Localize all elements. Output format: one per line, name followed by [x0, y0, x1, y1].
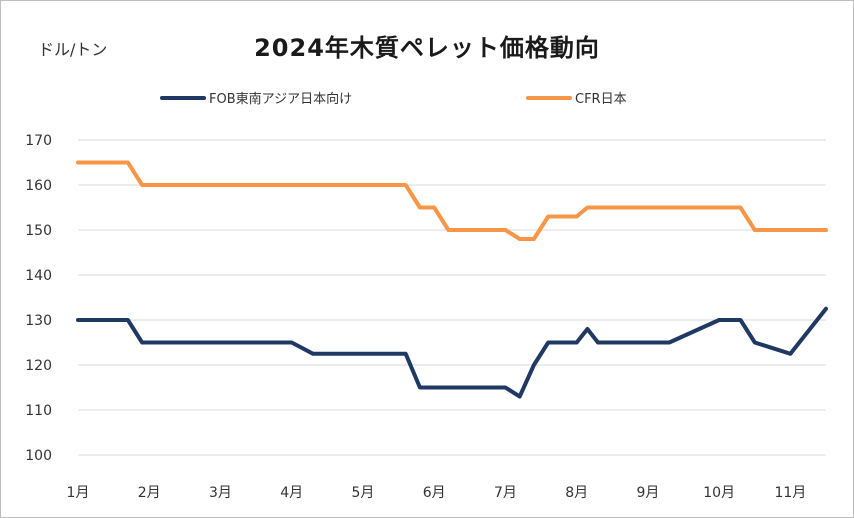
x-tick-label: 10月: [703, 485, 735, 501]
legend-label-cfr: CFR日本: [575, 92, 627, 107]
legend-item-fob: FOB東南アジア日本向け: [160, 88, 352, 107]
x-tick-label: 5月: [351, 485, 374, 501]
y-tick-label: 120: [25, 358, 52, 374]
legend-label-fob: FOB東南アジア日本向け: [209, 92, 353, 107]
legend-item-cfr: CFR日本: [526, 88, 627, 107]
legend-swatch-cfr: [526, 95, 572, 100]
x-tick-label: 4月: [280, 485, 303, 501]
y-tick-label: 110: [25, 403, 52, 419]
series-line-fob: [76, 306, 828, 399]
y-axis-unit-label: ドル/トン: [38, 40, 108, 59]
x-tick-label: 3月: [209, 485, 232, 501]
chart-title: 2024年木質ペレット価格動向: [254, 34, 600, 62]
y-tick-label: 160: [25, 178, 52, 194]
legend-swatch-fob: [160, 95, 206, 100]
y-tick-label: 150: [25, 223, 52, 239]
y-tick-label: 100: [25, 448, 52, 464]
y-tick-label: 140: [25, 268, 52, 284]
x-tick-label: 6月: [423, 485, 446, 501]
x-tick-label: 11月: [774, 485, 806, 501]
x-tick-label: 7月: [494, 485, 517, 501]
y-tick-label: 170: [25, 133, 52, 149]
x-tick-label: 9月: [636, 485, 659, 501]
y-tick-label: 130: [25, 313, 52, 329]
x-tick-label: 2月: [138, 485, 161, 501]
x-tick-label: 8月: [565, 485, 588, 501]
series-line-cfr: [76, 160, 828, 241]
x-tick-label: 1月: [67, 485, 90, 501]
